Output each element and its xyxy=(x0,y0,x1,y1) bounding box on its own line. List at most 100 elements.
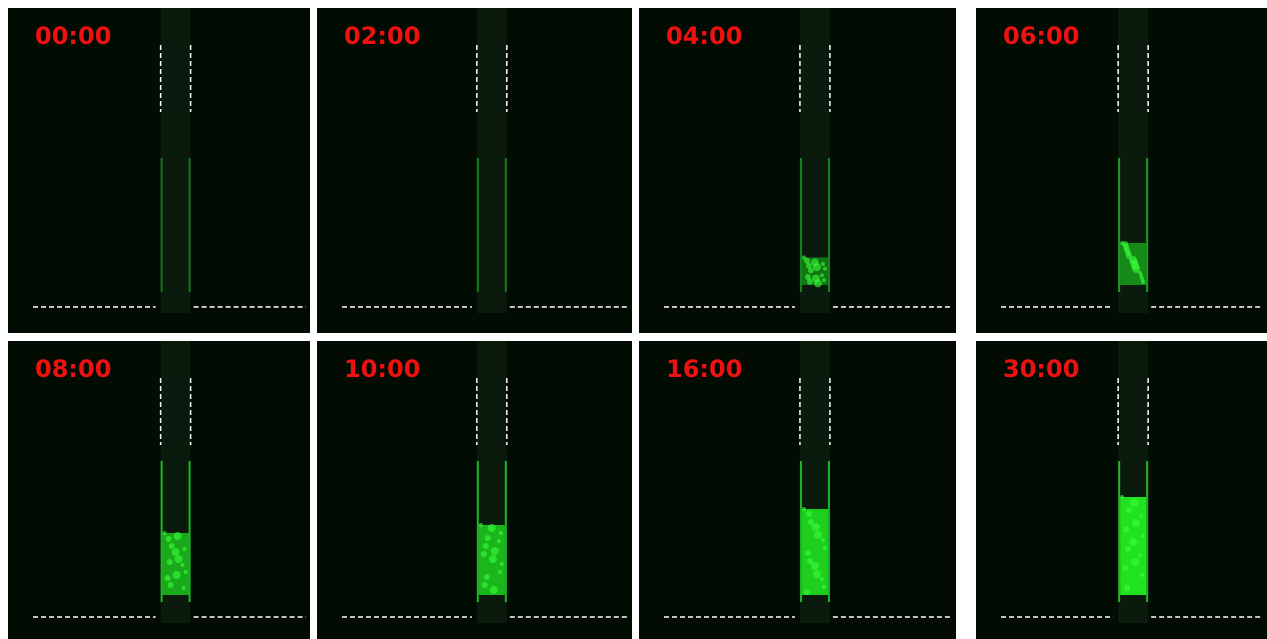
cell-cluster xyxy=(166,536,172,542)
cell-cluster xyxy=(1138,553,1142,557)
channel-wall xyxy=(1118,158,1120,292)
channel-wall xyxy=(477,158,479,292)
cell-cluster xyxy=(481,551,487,557)
panel-image: 06:00 xyxy=(976,8,1267,333)
cell-cluster xyxy=(813,570,821,578)
cell-cluster xyxy=(499,531,503,535)
cell-cluster xyxy=(168,582,174,588)
cell-mass xyxy=(163,533,189,595)
cell-cluster xyxy=(1125,546,1131,552)
time-label: 00:00 xyxy=(35,22,111,50)
micrograph-panel: 08:00 xyxy=(8,341,310,639)
cell-cluster xyxy=(498,570,502,574)
channel-wall xyxy=(505,158,507,292)
cell-cluster xyxy=(802,507,806,511)
cell-cluster xyxy=(489,555,497,563)
panel-image: 16:00 xyxy=(639,341,956,639)
figure: 00:00 02:00 04:00 06:00 08:00 10:00 16:00 30:00… xyxy=(0,0,1267,639)
cell-cluster xyxy=(1122,565,1128,571)
cell-cluster xyxy=(485,535,491,541)
cell-cluster xyxy=(1141,534,1145,538)
cell-cluster xyxy=(1129,256,1137,264)
cell-cluster xyxy=(181,563,185,567)
cell-cluster xyxy=(822,278,826,282)
cell-cluster xyxy=(488,524,496,532)
panel-image: 04:00 xyxy=(639,8,956,333)
cell-cluster xyxy=(497,539,501,543)
time-label: 02:00 xyxy=(344,22,420,50)
cell-cluster xyxy=(174,532,182,540)
micrograph-panel: 02:00 xyxy=(317,8,632,333)
cell-cluster xyxy=(491,547,499,555)
cell-cluster xyxy=(484,574,490,580)
panel-image: 08:00 xyxy=(8,341,310,639)
cell-cluster xyxy=(1124,585,1130,591)
cell-cluster xyxy=(1120,495,1124,499)
cell-cluster xyxy=(490,586,498,594)
time-label: 30:00 xyxy=(1003,355,1079,383)
cell-cluster xyxy=(1122,241,1128,247)
cell-cluster xyxy=(1131,558,1139,566)
cell-cluster xyxy=(1130,499,1138,507)
micrograph-panel: 00:00 xyxy=(8,8,310,333)
cell-cluster xyxy=(812,523,820,531)
cell-cluster xyxy=(167,559,173,565)
panel-image: 30:00 xyxy=(976,341,1267,639)
cell-cluster xyxy=(804,589,810,595)
cell-cluster xyxy=(821,538,825,542)
cell-cluster xyxy=(820,577,824,581)
time-label: 04:00 xyxy=(666,22,742,50)
cell-cluster xyxy=(1138,271,1142,275)
cell-cluster xyxy=(805,550,811,556)
channel-wall xyxy=(189,461,191,602)
channel-wall xyxy=(505,461,507,602)
cell-cluster xyxy=(808,519,814,525)
channel xyxy=(161,8,191,313)
channel-wall xyxy=(161,461,163,602)
time-label: 10:00 xyxy=(344,355,420,383)
channel-wall xyxy=(1146,158,1148,292)
cell-cluster xyxy=(1132,519,1140,527)
cell-cluster xyxy=(1139,514,1143,518)
cell-cluster xyxy=(482,582,488,588)
micrograph-panel: 10:00 xyxy=(317,341,632,639)
cell-cluster xyxy=(823,546,827,550)
cell-cluster xyxy=(820,273,824,277)
channel-wall xyxy=(828,158,830,292)
cell-cluster xyxy=(163,531,167,535)
channel-wall xyxy=(1146,461,1148,602)
cell-cluster xyxy=(483,543,489,549)
cell-cluster xyxy=(822,585,826,589)
time-label: 06:00 xyxy=(1003,22,1079,50)
cell-cluster xyxy=(183,547,187,551)
cell-cluster xyxy=(175,555,183,563)
channel xyxy=(477,8,507,313)
cell-cluster xyxy=(807,558,813,564)
channel-wall xyxy=(1118,461,1120,602)
micrograph-panel: 06:00 xyxy=(976,8,1267,333)
cell-cluster xyxy=(812,275,820,283)
cell-cluster xyxy=(173,571,181,579)
micrograph-panel: 16:00 xyxy=(639,341,956,639)
micrograph-panel: 04:00 xyxy=(639,8,956,333)
cell-cluster xyxy=(182,586,186,590)
channel-wall xyxy=(189,158,191,292)
cell-cluster xyxy=(1140,573,1144,577)
panel-image: 00:00 xyxy=(8,8,310,333)
cell-cluster xyxy=(823,267,827,271)
time-label: 08:00 xyxy=(35,355,111,383)
cell-cluster xyxy=(811,562,819,570)
cell-cluster xyxy=(811,258,819,266)
cell-cluster xyxy=(814,531,822,539)
channel-wall xyxy=(800,461,802,602)
cell-cluster xyxy=(806,511,812,517)
time-label: 16:00 xyxy=(666,355,742,383)
panel-image: 10:00 xyxy=(317,341,632,639)
cell-cluster xyxy=(169,543,175,549)
cell-cluster xyxy=(804,258,810,264)
channel-wall xyxy=(477,461,479,602)
cell-cluster xyxy=(500,562,504,566)
panel-image: 02:00 xyxy=(317,8,632,333)
cell-cluster xyxy=(172,548,180,556)
cell-cluster xyxy=(479,523,483,527)
